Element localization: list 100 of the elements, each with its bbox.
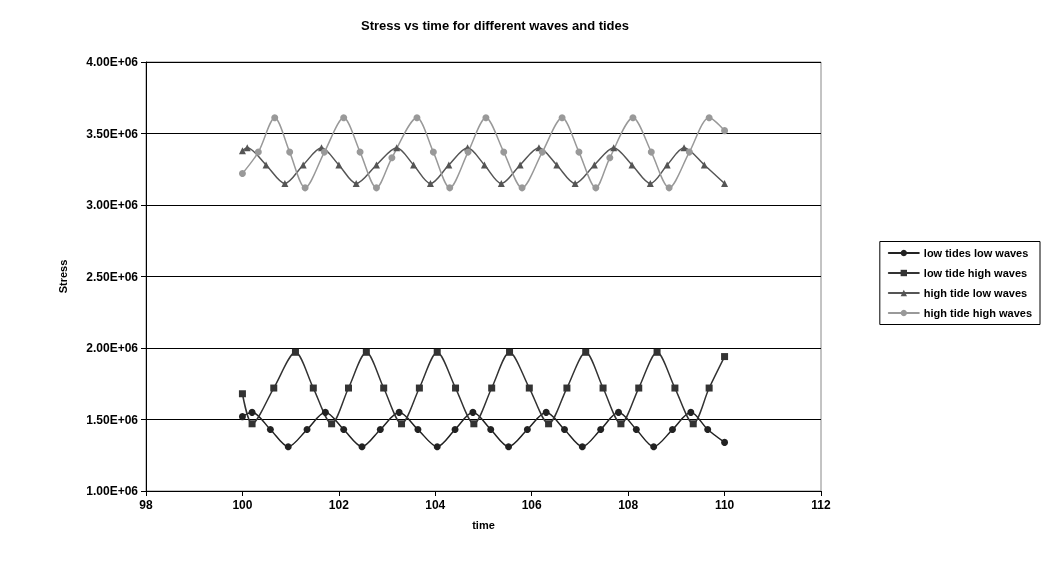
point <box>629 114 637 122</box>
point <box>303 426 311 434</box>
point <box>470 420 478 428</box>
point <box>395 408 403 416</box>
point <box>301 184 309 192</box>
point <box>266 426 274 434</box>
point <box>685 148 693 156</box>
y-axis-title: Stress <box>56 259 69 294</box>
point <box>628 161 636 169</box>
point <box>291 348 299 356</box>
x-tick-label: 110 <box>714 498 735 512</box>
point <box>352 180 360 188</box>
point <box>270 384 278 392</box>
point <box>599 384 607 392</box>
point <box>309 384 317 392</box>
point <box>284 443 292 451</box>
point <box>563 384 571 392</box>
point <box>538 148 546 156</box>
x-tick-label: 108 <box>618 498 639 512</box>
point <box>523 426 531 434</box>
point <box>238 170 246 178</box>
y-tick-label: 1.00E+06 <box>86 484 139 498</box>
point <box>452 384 460 392</box>
y-tick-label: 4.00E+06 <box>86 55 139 69</box>
point <box>358 443 366 451</box>
point <box>248 420 256 428</box>
point <box>281 180 289 188</box>
x-tick-label: 100 <box>232 498 253 512</box>
point <box>592 184 600 192</box>
y-tick-label: 1.50E+06 <box>86 412 139 427</box>
point <box>632 426 640 434</box>
legend-label: high tide high waves <box>923 307 1033 319</box>
point <box>238 147 246 155</box>
point <box>372 184 380 192</box>
point <box>647 148 655 156</box>
point <box>487 426 495 434</box>
point <box>429 148 437 156</box>
point <box>271 114 279 122</box>
point <box>362 348 370 356</box>
point <box>345 384 352 392</box>
point <box>650 443 658 451</box>
point <box>469 408 477 416</box>
point <box>704 426 712 434</box>
chart-title: Stress vs time for different waves and tides <box>360 18 630 33</box>
point <box>721 180 729 188</box>
point <box>482 114 490 122</box>
point <box>665 184 673 192</box>
legend-label: low tide high waves <box>923 267 1028 279</box>
point <box>721 127 729 135</box>
point <box>426 180 434 188</box>
point <box>415 384 423 392</box>
x-axis-title: time <box>472 518 495 531</box>
y-tick-label: 2.50E+06 <box>86 269 139 284</box>
point <box>433 443 441 451</box>
point <box>578 443 586 451</box>
x-tick-label: 112 <box>811 498 832 512</box>
point <box>597 426 605 434</box>
point <box>615 408 622 416</box>
point <box>721 438 729 446</box>
point <box>414 426 422 434</box>
point <box>497 180 505 188</box>
point <box>669 426 676 434</box>
point <box>582 348 590 356</box>
point <box>500 148 508 156</box>
point <box>238 390 246 398</box>
point <box>328 420 336 428</box>
point <box>687 408 695 416</box>
point <box>433 348 441 356</box>
point <box>705 114 713 122</box>
point <box>320 148 328 156</box>
point <box>545 420 553 428</box>
point <box>571 180 579 188</box>
point <box>635 384 643 392</box>
point <box>388 154 396 162</box>
point <box>646 180 654 188</box>
point <box>721 353 729 361</box>
point <box>680 144 688 152</box>
point <box>321 408 329 416</box>
point <box>561 426 568 434</box>
point <box>525 384 533 392</box>
point <box>238 413 246 421</box>
point <box>653 348 661 356</box>
point <box>689 420 697 428</box>
legend-label: low tides low waves <box>923 247 1029 259</box>
point <box>376 426 384 434</box>
point <box>705 384 713 392</box>
x-tick-label: 102 <box>328 498 350 512</box>
point <box>248 408 256 416</box>
x-tick-label: 104 <box>425 498 446 512</box>
point <box>413 114 421 122</box>
point <box>380 384 388 392</box>
point <box>340 426 348 434</box>
y-tick-label: 3.50E+06 <box>86 126 139 141</box>
point <box>606 154 614 162</box>
point <box>506 348 514 356</box>
y-tick-label: 2.00E+06 <box>86 341 139 355</box>
point <box>671 384 679 392</box>
x-tick-label: 106 <box>521 498 543 512</box>
point <box>518 184 526 192</box>
point <box>254 148 262 156</box>
